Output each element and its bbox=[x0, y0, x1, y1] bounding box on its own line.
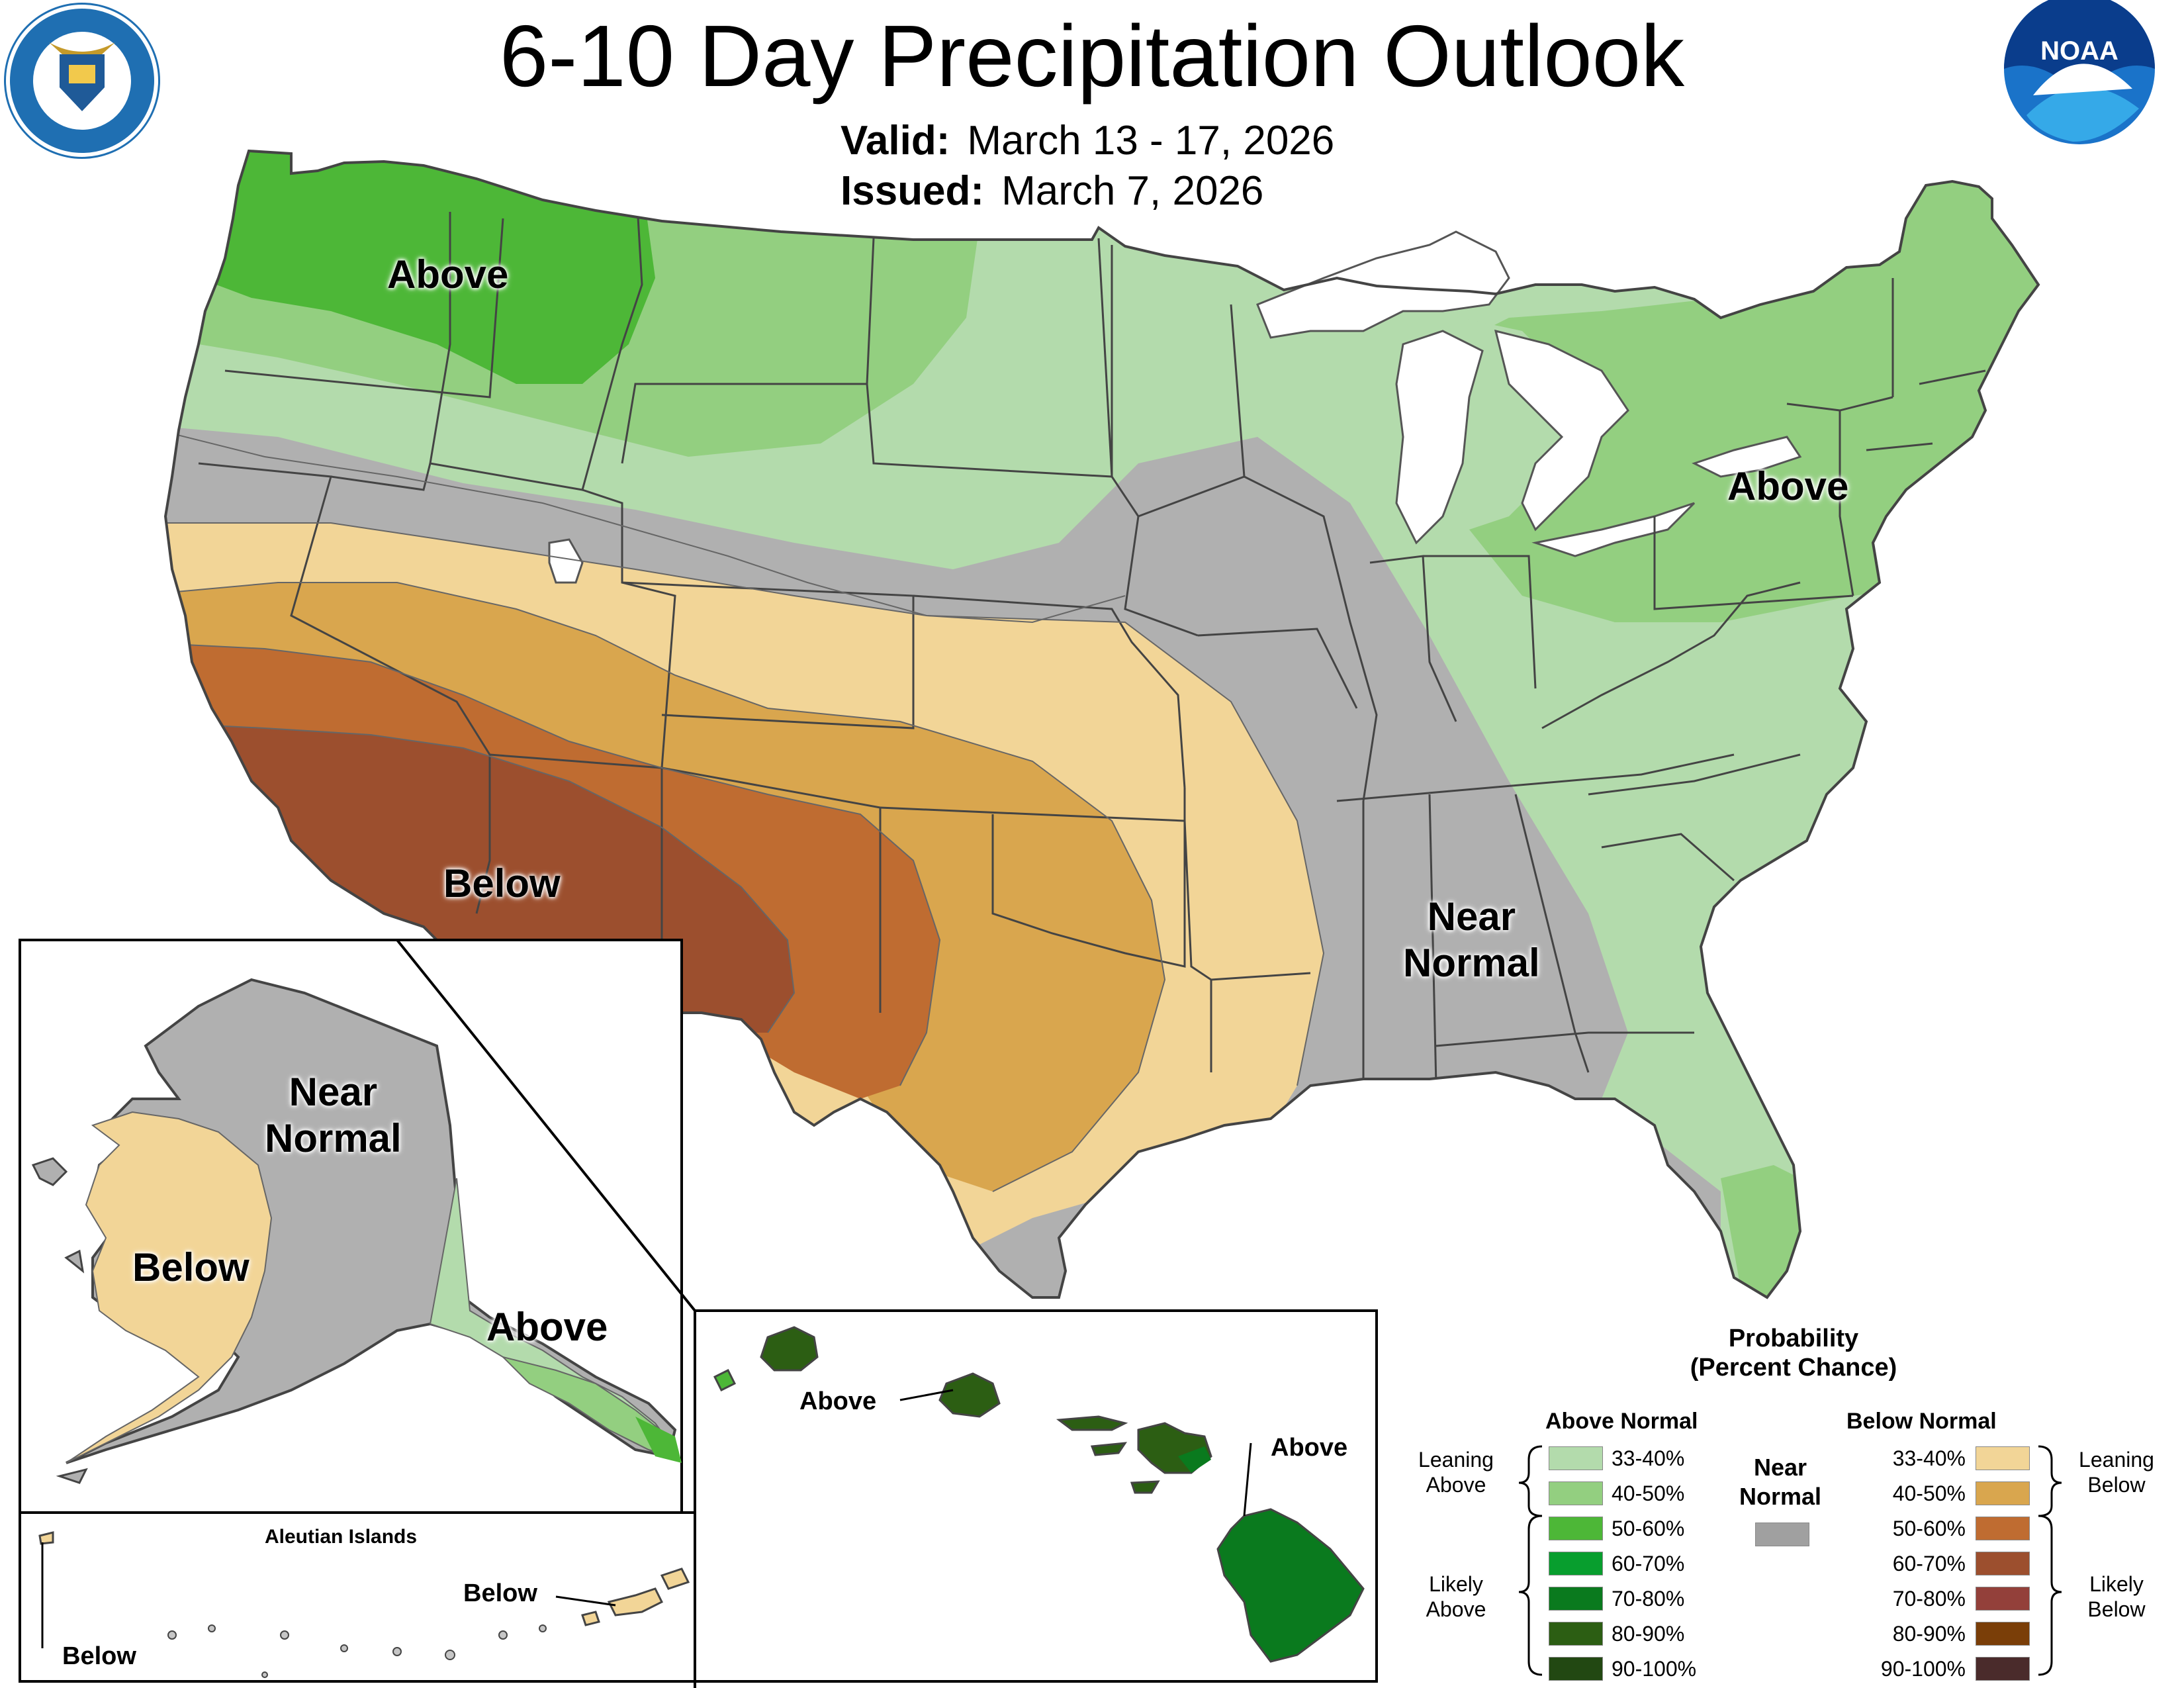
label-alaska-central-line1: Near bbox=[289, 1070, 378, 1114]
below-swatch-1 bbox=[1976, 1481, 2030, 1505]
legend-title: Probability (Percent Chance) bbox=[1621, 1324, 1966, 1382]
above-swatch-6 bbox=[1549, 1657, 1603, 1681]
below-swatch-6 bbox=[1976, 1657, 2030, 1681]
aleutian-islands-shapes bbox=[38, 1531, 690, 1626]
below-swatch-2 bbox=[1976, 1517, 2030, 1540]
label-aleutian-east: Below bbox=[463, 1579, 537, 1607]
issued-date: Issued: March 7, 2026 bbox=[841, 167, 1263, 216]
state-boundaries bbox=[198, 171, 1986, 1099]
above-label-5: 80-90% bbox=[1612, 1622, 1685, 1646]
above-swatch-3 bbox=[1549, 1552, 1603, 1575]
label-conus-northeast: Above bbox=[1727, 464, 1849, 508]
below-swatch-4 bbox=[1976, 1587, 2030, 1611]
label-conus-southeast-line1: Near bbox=[1427, 894, 1516, 939]
above-label-2: 50-60% bbox=[1612, 1517, 1685, 1540]
legend-leaning-below-line2: Below bbox=[2087, 1473, 2146, 1497]
above-swatch-1 bbox=[1549, 1481, 1603, 1505]
legend-braces bbox=[1518, 1445, 2062, 1676]
label-alaska-southeast: Above bbox=[486, 1305, 608, 1349]
legend-leaning-below: Leaning Below bbox=[2070, 1447, 2163, 1497]
label-conus-southwest: Below bbox=[443, 861, 561, 906]
alaska-inset bbox=[19, 939, 696, 1688]
below-swatch-5 bbox=[1976, 1622, 2030, 1646]
issued-value: March 7, 2026 bbox=[1001, 168, 1264, 214]
below-label-3: 60-70% bbox=[1892, 1552, 1966, 1575]
legend-likely-above-line1: Likely bbox=[1429, 1572, 1483, 1596]
below-label-5: 80-90% bbox=[1892, 1622, 1966, 1646]
above-swatch-2 bbox=[1549, 1517, 1603, 1540]
band-edges bbox=[165, 423, 1325, 1192]
above-label-6: 90-100% bbox=[1612, 1657, 1697, 1681]
above-swatch-0 bbox=[1549, 1446, 1603, 1470]
legend-likely-below-line1: Likely bbox=[2089, 1572, 2144, 1596]
valid-label: Valid: bbox=[841, 118, 950, 164]
below-label-1: 40-50% bbox=[1892, 1481, 1966, 1505]
legend-likely-above-line2: Above bbox=[1426, 1597, 1486, 1621]
valid-value: March 13 - 17, 2026 bbox=[967, 118, 1335, 164]
below-label-0: 33-40% bbox=[1892, 1446, 1966, 1470]
above-swatch-4 bbox=[1549, 1587, 1603, 1611]
legend-near-line1: Near bbox=[1753, 1454, 1807, 1481]
below-swatch-0 bbox=[1976, 1446, 2030, 1470]
label-alaska-west: Below bbox=[132, 1245, 250, 1289]
label-conus-northwest: Above bbox=[387, 252, 509, 297]
below-label-4: 70-80% bbox=[1892, 1587, 1966, 1611]
hawaii-inset bbox=[694, 1309, 1378, 1683]
legend-title-line2: (Percent Chance) bbox=[1690, 1354, 1897, 1382]
legend-likely-below-line2: Below bbox=[2087, 1597, 2146, 1621]
valid-dates: Valid: March 13 - 17, 2026 bbox=[841, 117, 1334, 165]
legend-likely-above: Likely Above bbox=[1410, 1571, 1502, 1622]
legend-leaning-above-line2: Above bbox=[1426, 1473, 1486, 1497]
above-label-1: 40-50% bbox=[1612, 1481, 1685, 1505]
below-label-6: 90-100% bbox=[1880, 1657, 1966, 1681]
above-label-0: 33-40% bbox=[1612, 1446, 1685, 1470]
label-hawaii-east: Above bbox=[1271, 1434, 1348, 1462]
legend-leaning-above: Leaning Above bbox=[1410, 1447, 1502, 1497]
label-alaska-central: Near Normal bbox=[265, 1069, 402, 1162]
legend-likely-below: Likely Below bbox=[2070, 1571, 2163, 1622]
page-title: 6-10 Day Precipitation Outlook bbox=[499, 7, 1685, 105]
above-label-3: 60-70% bbox=[1612, 1552, 1685, 1575]
below-label-2: 50-60% bbox=[1892, 1517, 1966, 1540]
label-alaska-central-line2: Normal bbox=[265, 1116, 402, 1160]
legend-below-header: Below Normal bbox=[1846, 1409, 1997, 1434]
legend-above-header: Above Normal bbox=[1545, 1409, 1698, 1434]
label-aleutian-west: Below bbox=[62, 1642, 136, 1670]
label-conus-southeast-line2: Normal bbox=[1403, 941, 1540, 985]
legend-near-normal: Near Normal bbox=[1734, 1453, 1827, 1511]
legend-near-line2: Normal bbox=[1739, 1483, 1822, 1510]
issued-label: Issued: bbox=[841, 168, 985, 214]
above-label-4: 70-80% bbox=[1612, 1587, 1685, 1611]
legend-title-line1: Probability bbox=[1728, 1325, 1859, 1352]
legend-near-normal-swatch bbox=[1755, 1523, 1809, 1546]
above-swatch-5 bbox=[1549, 1622, 1603, 1646]
aleutian-islands-title: Aleutian Islands bbox=[265, 1526, 418, 1548]
label-hawaii-west: Above bbox=[799, 1387, 877, 1415]
label-conus-southeast: Near Normal bbox=[1403, 894, 1540, 986]
legend-leaning-above-line1: Leaning bbox=[1418, 1448, 1494, 1472]
legend-leaning-below-line1: Leaning bbox=[2079, 1448, 2154, 1472]
below-swatch-3 bbox=[1976, 1552, 2030, 1575]
